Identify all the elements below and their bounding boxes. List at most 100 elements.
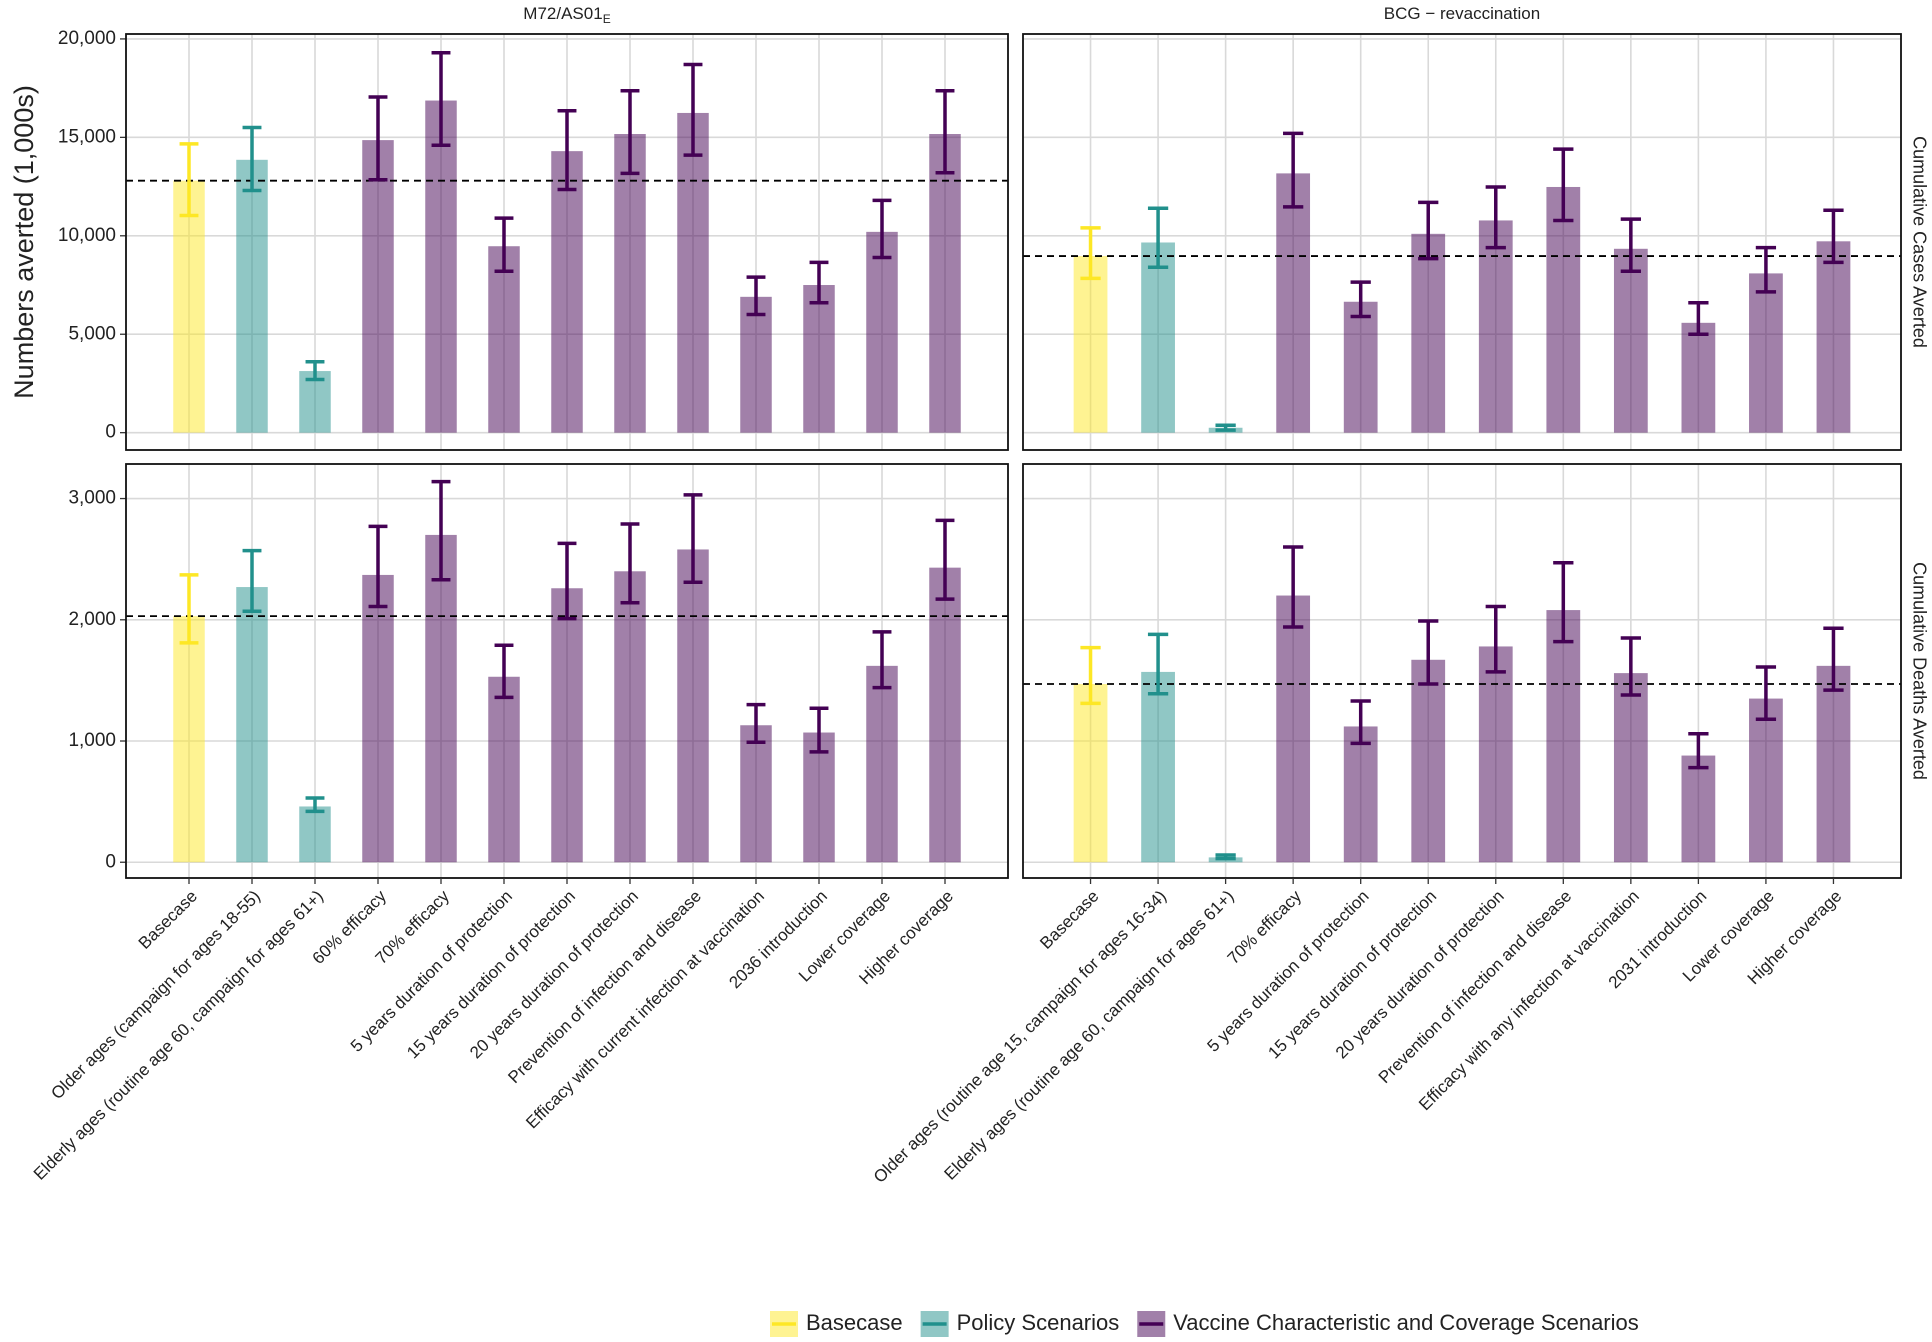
- x-tick-label: Elderly ages (routine age 60, campaign f…: [30, 887, 327, 1184]
- bar: [1141, 242, 1175, 433]
- bar: [1546, 610, 1581, 863]
- legend-label: Policy Scenarios: [957, 1310, 1120, 1335]
- error-bar: [872, 198, 892, 260]
- bar: [1816, 241, 1851, 433]
- error-bar: [494, 643, 514, 700]
- error-bar: [935, 518, 955, 601]
- column-title: BCG − revaccination: [1384, 4, 1540, 23]
- error-bar: [305, 796, 325, 814]
- bar: [299, 371, 331, 433]
- error-bar: [368, 95, 388, 182]
- bar: [803, 285, 835, 433]
- bar: [1073, 684, 1108, 863]
- bar: [425, 534, 457, 863]
- error-bar: [1350, 280, 1371, 319]
- bar: [1546, 186, 1581, 433]
- bar: [929, 134, 961, 433]
- y-tick-label: 2,000: [68, 609, 116, 630]
- x-tick-label: Elderly ages (routine age 60, campaign f…: [941, 887, 1238, 1184]
- y-tick-label: 5,000: [68, 323, 116, 344]
- panel-frame: [1022, 33, 1902, 451]
- bar: [488, 676, 520, 863]
- y-tick-label: 10,000: [58, 225, 116, 246]
- bar: [677, 112, 709, 433]
- error-bar: [1147, 632, 1169, 696]
- error-bar: [683, 493, 703, 584]
- error-bar: [746, 275, 766, 317]
- panel-frame: [125, 33, 1009, 451]
- error-bar: [746, 702, 766, 744]
- error-bar: [1080, 645, 1101, 706]
- error-bar: [1755, 245, 1777, 294]
- x-tick-label: Basecase: [1036, 887, 1102, 953]
- error-bar: [494, 216, 514, 273]
- legend-label: Basecase: [806, 1310, 903, 1335]
- y-tick-label: 15,000: [58, 126, 116, 147]
- x-tick-label: Basecase: [135, 887, 201, 953]
- bar: [173, 616, 205, 863]
- bar: [740, 725, 772, 863]
- error-bar: [431, 50, 451, 147]
- y-tick-label: 0: [105, 851, 116, 872]
- error-bar: [683, 62, 703, 157]
- error-bar: [1553, 147, 1574, 223]
- bar: [362, 140, 394, 433]
- x-tick-label: Efficacy with current infection at vacci…: [522, 887, 768, 1133]
- bar: [866, 665, 898, 863]
- error-bar: [935, 88, 955, 175]
- error-bar: [809, 706, 829, 754]
- bar: [299, 806, 331, 863]
- legend-label: Vaccine Characteristic and Coverage Scen…: [1173, 1310, 1639, 1335]
- bar: [1749, 273, 1783, 433]
- bar: [1073, 256, 1108, 433]
- error-bar: [1215, 853, 1236, 861]
- bar: [677, 549, 709, 863]
- error-bar: [242, 125, 262, 193]
- error-bar: [242, 548, 262, 614]
- bar: [236, 159, 268, 433]
- bar: [1411, 233, 1446, 433]
- bar: [1613, 248, 1648, 433]
- y-tick-label: 1,000: [68, 730, 116, 751]
- bar: [236, 587, 268, 863]
- bar: [488, 246, 520, 433]
- error-bar: [1215, 423, 1236, 432]
- bar: [551, 151, 583, 433]
- y-axis-title: Numbers averted (1,000s): [9, 85, 39, 399]
- y-tick-label: 20,000: [58, 28, 116, 49]
- bar: [740, 296, 772, 433]
- bar: [1411, 659, 1446, 863]
- error-bar: [1418, 619, 1439, 686]
- error-bar: [1147, 206, 1169, 270]
- bar: [866, 231, 898, 433]
- error-bar: [1688, 300, 1709, 336]
- bar: [1276, 595, 1311, 863]
- error-bar: [368, 524, 388, 609]
- error-bar: [809, 260, 829, 305]
- row-title: Cumulative Deaths Averted: [1909, 562, 1929, 780]
- error-bar: [872, 630, 892, 690]
- error-bar: [1283, 545, 1304, 629]
- error-bar: [620, 522, 640, 605]
- error-bar: [305, 360, 325, 382]
- row-title: Cumulative Cases Averted: [1909, 136, 1929, 348]
- bar: [1816, 665, 1851, 863]
- error-bar: [1283, 131, 1304, 209]
- column-title: M72/AS01E: [523, 4, 610, 26]
- bar: [1141, 671, 1175, 863]
- error-bar: [1485, 185, 1506, 250]
- error-bar: [1755, 665, 1777, 721]
- bar: [1681, 755, 1716, 863]
- error-bar: [557, 109, 577, 192]
- error-bar: [1080, 226, 1101, 281]
- bar: [929, 567, 961, 863]
- column-title-text: M72/AS01: [523, 4, 602, 23]
- bar: [1478, 646, 1513, 863]
- bar: [1749, 698, 1783, 863]
- bar: [1681, 322, 1716, 433]
- error-bar: [1823, 626, 1844, 692]
- bar: [1478, 220, 1513, 433]
- bar: [173, 180, 205, 433]
- error-bar: [620, 88, 640, 176]
